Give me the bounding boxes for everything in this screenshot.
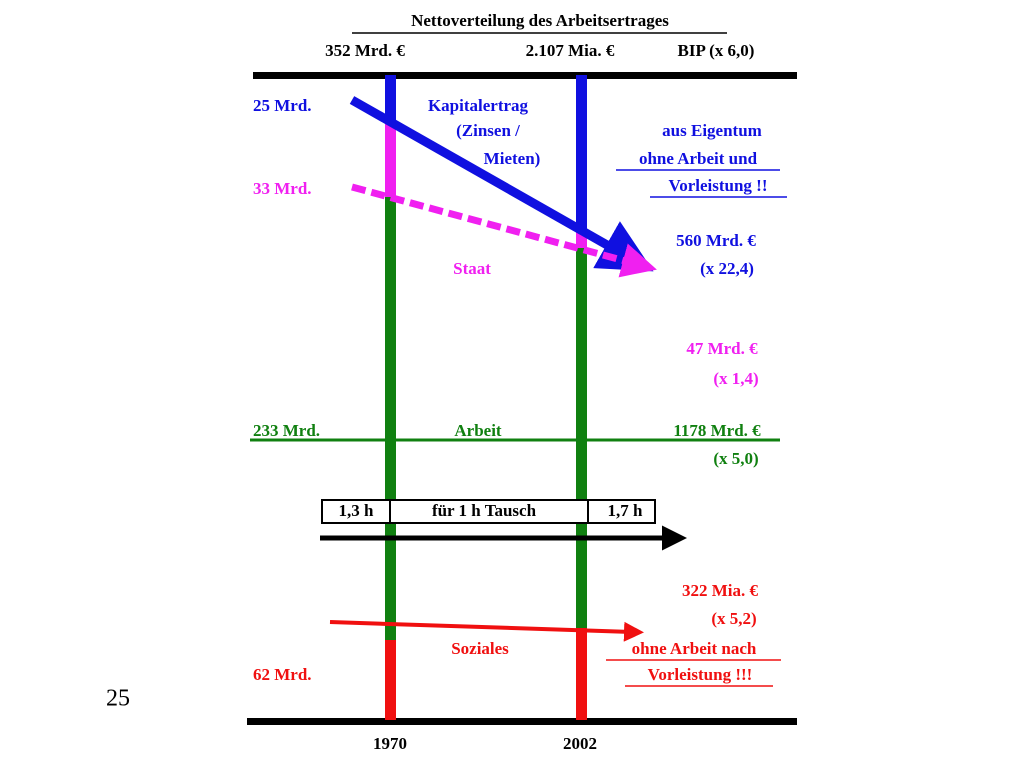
- soziales-end: (x 5,2): [711, 609, 756, 628]
- kapital-label: (Zinsen /: [456, 121, 520, 140]
- header-left: 352 Mrd. €: [325, 41, 405, 60]
- year: 1970: [373, 734, 407, 753]
- arbeit-end: (x 5,0): [713, 449, 758, 468]
- tausch-middle: für 1 h Tausch: [432, 501, 537, 520]
- year: 2002: [563, 734, 597, 753]
- tausch-right: 1,7 h: [608, 501, 644, 520]
- title: Nettoverteilung des Arbeitsertrages: [411, 11, 669, 30]
- arbeit-end: 1178 Mrd. €: [673, 421, 761, 440]
- soziales-note: ohne Arbeit nach: [632, 639, 757, 658]
- header-right: BIP (x 6,0): [678, 41, 755, 60]
- page-number: 25: [106, 686, 130, 712]
- staat-end: 47 Mrd. €: [686, 339, 758, 358]
- header-middle: 2.107 Mia. €: [526, 41, 615, 60]
- soziales-label: Soziales: [451, 639, 509, 658]
- soziales-end: 322 Mia. €: [682, 581, 759, 600]
- kapital-note: ohne Arbeit und: [639, 149, 758, 168]
- kapital-end: 560 Mrd. €: [676, 231, 756, 250]
- tausch-left: 1,3 h: [339, 501, 375, 520]
- kapital-note: aus Eigentum: [662, 121, 762, 140]
- staat-label: Staat: [453, 259, 491, 278]
- staat-start: 33 Mrd.: [253, 179, 312, 198]
- kapital-note: Vorleistung !!: [668, 176, 767, 195]
- kapital-label: Kapitalertrag: [428, 96, 529, 115]
- kapital-start: 25 Mrd.: [253, 96, 312, 115]
- shapes: [247, 32, 797, 725]
- soziales-note: Vorleistung !!!: [648, 665, 753, 684]
- staat-end: (x 1,4): [713, 369, 758, 388]
- kapital-end: (x 22,4): [700, 259, 754, 278]
- arbeit-label: Arbeit: [454, 421, 502, 440]
- arbeit-start: 233 Mrd.: [253, 421, 320, 440]
- soziales-start: 62 Mrd.: [253, 665, 312, 684]
- kapital-label: Mieten): [484, 149, 541, 168]
